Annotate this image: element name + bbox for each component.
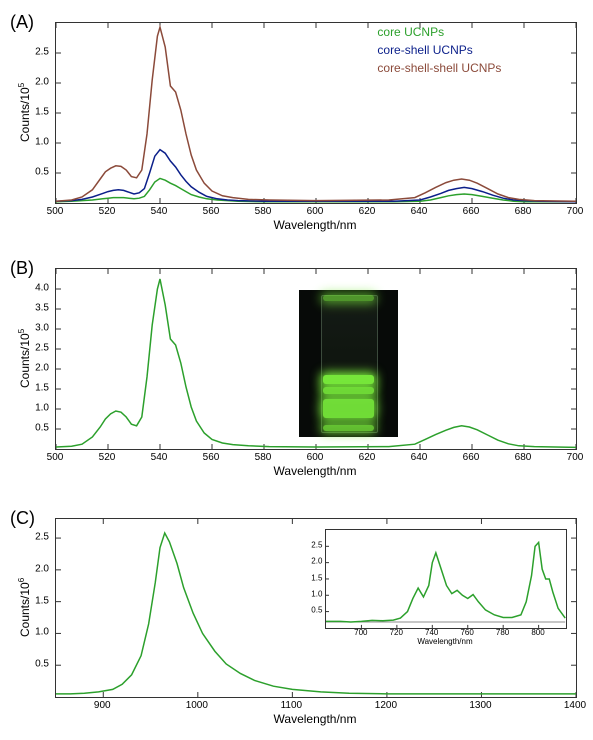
chart-area-A xyxy=(55,22,577,204)
inset-xtick: 700 xyxy=(354,628,367,637)
xtick-A: 640 xyxy=(411,206,428,217)
panel-label-A: (A) xyxy=(10,12,34,33)
xtick-B: 680 xyxy=(515,452,532,463)
xtick-A: 520 xyxy=(99,206,116,217)
xtick-B: 580 xyxy=(255,452,272,463)
legend-entry: core-shell UCNPs xyxy=(377,43,472,57)
series-A-core-shell-shell xyxy=(56,27,576,201)
xtick-A: 500 xyxy=(47,206,64,217)
ytick-A: 0.5 xyxy=(19,167,49,178)
legend-entry: core UCNPs xyxy=(377,25,444,39)
panel-label-C: (C) xyxy=(10,508,35,529)
xtick-A: 660 xyxy=(463,206,480,217)
ytick-B: 1.0 xyxy=(19,403,49,414)
xlabel-A: Wavelength/nm xyxy=(265,218,365,232)
xtick-B: 520 xyxy=(99,452,116,463)
xtick-A: 560 xyxy=(203,206,220,217)
xtick-A: 580 xyxy=(255,206,272,217)
inset-xtick: 780 xyxy=(496,628,509,637)
inset-plot-svg xyxy=(326,530,565,628)
xlabel-C: Wavelength/nm xyxy=(265,712,365,726)
glow-band xyxy=(323,425,374,431)
ylabel-B: Counts/105 xyxy=(17,329,32,388)
legend-entry: core-shell-shell UCNPs xyxy=(377,61,501,75)
glow-band xyxy=(323,399,374,418)
xtick-C: 1400 xyxy=(564,700,586,711)
xtick-A: 540 xyxy=(151,206,168,217)
xtick-B: 540 xyxy=(151,452,168,463)
xtick-B: 660 xyxy=(463,452,480,463)
ylabel-C: Counts/106 xyxy=(17,578,32,637)
inset-xtick: 720 xyxy=(390,628,403,637)
xtick-C: 1200 xyxy=(375,700,397,711)
ytick-A: 2.5 xyxy=(19,47,49,58)
inset-xtick: 760 xyxy=(460,628,473,637)
xtick-A: 700 xyxy=(567,206,584,217)
xtick-C: 900 xyxy=(94,700,111,711)
inset-xlabel: Wavelength/nm xyxy=(413,637,477,646)
xtick-B: 560 xyxy=(203,452,220,463)
ytick-B: 4.0 xyxy=(19,283,49,294)
xtick-A: 600 xyxy=(307,206,324,217)
xlabel-B: Wavelength/nm xyxy=(265,464,365,478)
xtick-B: 620 xyxy=(359,452,376,463)
inset-xtick: 800 xyxy=(531,628,544,637)
inset-ytick: 2.0 xyxy=(302,557,322,566)
inset-ytick: 1.5 xyxy=(302,573,322,582)
photo-inset-cuvette xyxy=(299,290,398,438)
xtick-B: 600 xyxy=(307,452,324,463)
ylabel-A: Counts/105 xyxy=(17,83,32,142)
ytick-C: 0.5 xyxy=(19,659,49,670)
xtick-A: 620 xyxy=(359,206,376,217)
inset-ytick: 2.5 xyxy=(302,540,322,549)
plot-svg-A xyxy=(56,23,576,203)
panel-label-B: (B) xyxy=(10,258,34,279)
inset-chart-C xyxy=(325,529,566,629)
xtick-B: 500 xyxy=(47,452,64,463)
ytick-B: 3.5 xyxy=(19,303,49,314)
xtick-C: 1000 xyxy=(186,700,208,711)
xtick-B: 700 xyxy=(567,452,584,463)
xtick-C: 1300 xyxy=(469,700,491,711)
xtick-A: 680 xyxy=(515,206,532,217)
ytick-B: 0.5 xyxy=(19,423,49,434)
ytick-C: 2.0 xyxy=(19,563,49,574)
xtick-C: 1100 xyxy=(281,700,303,711)
inset-xtick: 740 xyxy=(425,628,438,637)
xtick-B: 640 xyxy=(411,452,428,463)
glow-band xyxy=(323,375,374,384)
inset-series xyxy=(326,542,565,622)
glow-band xyxy=(323,387,374,394)
inset-ytick: 1.0 xyxy=(302,589,322,598)
glow-band xyxy=(323,295,374,301)
inset-ytick: 0.5 xyxy=(302,606,322,615)
ytick-C: 2.5 xyxy=(19,532,49,543)
